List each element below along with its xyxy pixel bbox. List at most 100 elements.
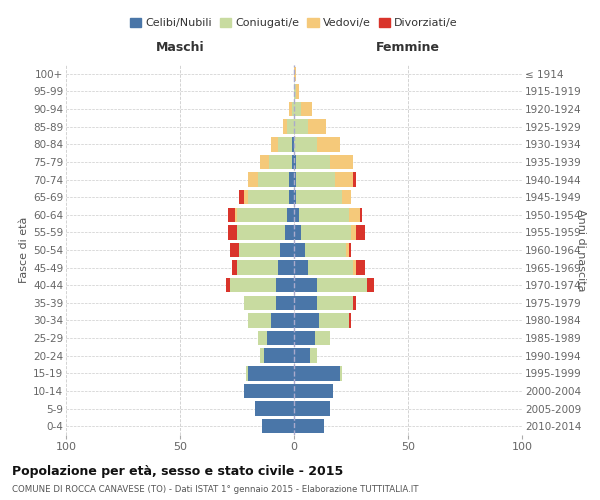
Bar: [305, 243, 346, 257]
Bar: [294, 331, 314, 345]
Bar: [294, 243, 305, 257]
Bar: [317, 137, 340, 152]
Bar: [340, 366, 342, 380]
Bar: [248, 314, 271, 328]
Bar: [296, 84, 299, 98]
Bar: [244, 190, 248, 204]
Bar: [294, 419, 323, 434]
Bar: [226, 278, 230, 292]
Bar: [257, 331, 266, 345]
Bar: [276, 278, 294, 292]
Bar: [271, 137, 278, 152]
Bar: [317, 278, 367, 292]
Bar: [237, 208, 287, 222]
Bar: [292, 154, 294, 169]
Bar: [294, 348, 310, 363]
Bar: [342, 190, 351, 204]
Bar: [349, 208, 360, 222]
Bar: [319, 314, 349, 328]
Bar: [265, 348, 294, 363]
Bar: [257, 172, 289, 186]
Bar: [356, 225, 365, 240]
Bar: [299, 208, 349, 222]
Bar: [285, 225, 294, 240]
Bar: [276, 296, 294, 310]
Bar: [260, 154, 269, 169]
Bar: [308, 260, 353, 275]
Bar: [308, 120, 326, 134]
Bar: [255, 402, 294, 416]
Bar: [335, 172, 353, 186]
Bar: [294, 190, 296, 204]
Bar: [280, 243, 294, 257]
Bar: [294, 66, 296, 81]
Bar: [301, 102, 312, 117]
Y-axis label: Fasce di età: Fasce di età: [19, 217, 29, 283]
Bar: [266, 331, 294, 345]
Bar: [289, 102, 292, 117]
Text: COMUNE DI ROCCA CANAVESE (TO) - Dati ISTAT 1° gennaio 2015 - Elaborazione TUTTIT: COMUNE DI ROCCA CANAVESE (TO) - Dati IST…: [12, 485, 419, 494]
Bar: [356, 260, 365, 275]
Bar: [294, 402, 331, 416]
Bar: [294, 225, 301, 240]
Bar: [246, 366, 248, 380]
Text: Maschi: Maschi: [155, 42, 205, 54]
Text: Femmine: Femmine: [376, 42, 440, 54]
Bar: [287, 120, 294, 134]
Text: Popolazione per età, sesso e stato civile - 2015: Popolazione per età, sesso e stato civil…: [12, 464, 343, 477]
Bar: [289, 172, 294, 186]
Bar: [353, 260, 356, 275]
Bar: [228, 225, 237, 240]
Bar: [239, 190, 244, 204]
Bar: [292, 137, 294, 152]
Bar: [294, 208, 299, 222]
Bar: [230, 278, 276, 292]
Bar: [353, 172, 356, 186]
Bar: [296, 154, 331, 169]
Bar: [317, 296, 353, 310]
Bar: [360, 208, 362, 222]
Bar: [301, 225, 351, 240]
Bar: [244, 384, 294, 398]
Bar: [294, 154, 296, 169]
Bar: [230, 243, 239, 257]
Bar: [331, 154, 353, 169]
Bar: [294, 260, 308, 275]
Bar: [351, 225, 356, 240]
Bar: [296, 190, 342, 204]
Bar: [353, 296, 356, 310]
Bar: [237, 260, 278, 275]
Bar: [289, 190, 294, 204]
Bar: [310, 348, 317, 363]
Bar: [239, 243, 280, 257]
Bar: [232, 260, 237, 275]
Bar: [248, 366, 294, 380]
Bar: [237, 225, 285, 240]
Bar: [248, 190, 289, 204]
Bar: [244, 296, 276, 310]
Bar: [294, 84, 296, 98]
Bar: [294, 314, 319, 328]
Bar: [349, 243, 351, 257]
Bar: [283, 120, 287, 134]
Bar: [278, 137, 292, 152]
Bar: [262, 419, 294, 434]
Bar: [278, 260, 294, 275]
Y-axis label: Anni di nascita: Anni di nascita: [575, 209, 586, 291]
Bar: [349, 314, 351, 328]
Bar: [294, 366, 340, 380]
Bar: [294, 172, 296, 186]
Bar: [296, 172, 335, 186]
Bar: [346, 243, 349, 257]
Bar: [235, 208, 237, 222]
Bar: [294, 296, 317, 310]
Bar: [271, 314, 294, 328]
Bar: [260, 348, 265, 363]
Legend: Celibi/Nubili, Coniugati/e, Vedovi/e, Divorziati/e: Celibi/Nubili, Coniugati/e, Vedovi/e, Di…: [126, 13, 462, 32]
Bar: [248, 172, 257, 186]
Bar: [314, 331, 331, 345]
Bar: [367, 278, 374, 292]
Bar: [294, 384, 333, 398]
Bar: [294, 278, 317, 292]
Bar: [269, 154, 292, 169]
